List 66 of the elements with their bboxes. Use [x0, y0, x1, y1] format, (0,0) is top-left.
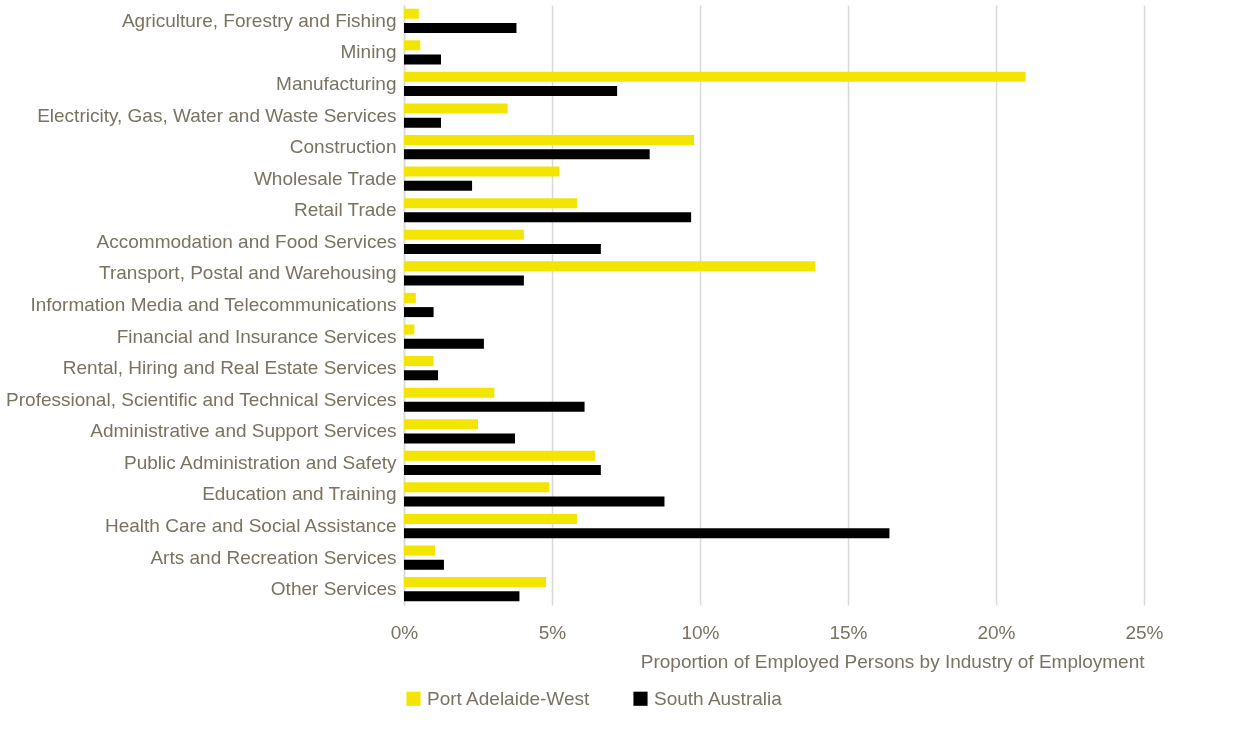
x-tick-label: 20% — [977, 621, 1016, 643]
bar — [404, 212, 692, 223]
bar — [404, 496, 665, 507]
x-tick-label: 15% — [829, 621, 868, 643]
x-tick-label: 10% — [681, 621, 720, 643]
bar — [404, 117, 441, 128]
x-tick-label: 0% — [390, 621, 419, 643]
bar — [404, 307, 434, 318]
y-tick-label: Professional, Scientific and Technical Services — [6, 388, 397, 410]
bar — [404, 338, 484, 349]
y-tick-label: Financial and Insurance Services — [116, 325, 397, 347]
bar — [404, 22, 517, 33]
bar — [404, 591, 520, 602]
bar — [404, 40, 421, 51]
bar — [404, 275, 524, 286]
y-tick-label: Information Media and Telecommunications — [30, 294, 397, 315]
bar — [404, 198, 578, 209]
bar — [404, 528, 890, 539]
bar — [404, 86, 618, 97]
y-tick-label: Mining — [340, 41, 397, 63]
bar — [404, 324, 415, 335]
y-tick-label: Public Administration and Safety — [124, 451, 397, 473]
y-tick-label: Wholesale Trade — [253, 167, 397, 189]
bar — [404, 545, 436, 556]
y-tick-label: Transport, Postal and Warehousing — [99, 262, 397, 284]
bar — [404, 135, 695, 145]
bar — [404, 103, 508, 114]
bar — [404, 71, 1026, 82]
bar — [404, 559, 444, 570]
bar — [404, 513, 578, 524]
bar — [404, 482, 550, 493]
y-tick-label: Health Care and Social Assistance — [105, 515, 397, 537]
bar — [404, 261, 816, 272]
bar — [404, 356, 434, 367]
bar — [404, 401, 585, 412]
bar — [404, 243, 601, 254]
x-axis-title: Proportion of Employed Persons by Industry of Employment — [640, 650, 1146, 672]
bar — [404, 370, 439, 381]
bar — [404, 166, 560, 177]
y-tick-label: Retail Trade — [294, 199, 397, 221]
y-tick-label: Electricity, Gas, Water and Waste Services — [37, 104, 397, 126]
bar — [404, 450, 595, 461]
y-tick-label: Construction — [289, 136, 397, 158]
y-tick-label: Administrative and Support Services — [90, 420, 397, 442]
bar — [404, 180, 473, 191]
y-tick-label: Education and Training — [202, 483, 397, 505]
y-tick-label: Rental, Hiring and Real Estate Services — [62, 357, 397, 379]
bar — [404, 387, 495, 398]
y-tick-label: Arts and Recreation Services — [150, 546, 397, 568]
y-tick-label: Agriculture, Forestry and Fishing — [121, 9, 397, 31]
bar — [404, 577, 547, 588]
bar — [404, 465, 601, 475]
y-tick-label: Manufacturing — [276, 72, 397, 94]
legend-label: South Australia — [654, 687, 783, 709]
legend-label: Port Adelaide-West — [427, 687, 591, 709]
bar — [404, 8, 419, 19]
bar — [404, 54, 441, 65]
bar — [404, 229, 524, 240]
bar — [404, 149, 650, 160]
y-tick-label: Accommodation and Food Services — [96, 230, 397, 252]
y-tick-label: Other Services — [270, 578, 397, 600]
x-tick-label: 25% — [1125, 621, 1164, 643]
bar — [404, 433, 515, 444]
bar — [404, 419, 478, 430]
bar — [404, 292, 416, 303]
x-tick-label: 5% — [538, 621, 567, 643]
